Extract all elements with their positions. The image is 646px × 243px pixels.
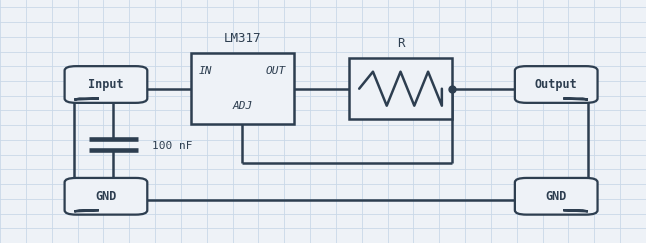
Polygon shape: [74, 98, 99, 100]
FancyBboxPatch shape: [65, 66, 147, 103]
Polygon shape: [563, 98, 588, 100]
FancyBboxPatch shape: [191, 53, 294, 124]
Text: Output: Output: [535, 78, 578, 91]
FancyBboxPatch shape: [349, 58, 452, 119]
Text: ADJ: ADJ: [232, 101, 253, 111]
Text: IN: IN: [198, 66, 212, 76]
FancyBboxPatch shape: [65, 178, 147, 215]
Text: R: R: [397, 37, 404, 50]
Text: LM317: LM317: [224, 32, 261, 45]
Text: Input: Input: [88, 78, 124, 91]
Text: 100 nF: 100 nF: [152, 141, 193, 151]
Polygon shape: [74, 210, 99, 211]
Text: GND: GND: [95, 190, 117, 203]
FancyBboxPatch shape: [515, 66, 598, 103]
FancyBboxPatch shape: [515, 178, 598, 215]
Polygon shape: [563, 210, 588, 211]
Text: GND: GND: [545, 190, 567, 203]
Text: OUT: OUT: [266, 66, 286, 76]
